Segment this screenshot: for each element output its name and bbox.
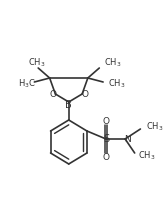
Text: CH$_3$: CH$_3$ xyxy=(28,57,45,69)
Text: N: N xyxy=(124,134,130,143)
Text: O: O xyxy=(49,89,56,98)
Text: O: O xyxy=(82,89,88,98)
Text: H$_3$C: H$_3$C xyxy=(18,78,36,90)
Text: CH$_3$: CH$_3$ xyxy=(104,57,122,69)
Text: O: O xyxy=(103,117,110,126)
Text: O: O xyxy=(103,152,110,161)
Text: CH$_3$: CH$_3$ xyxy=(108,78,125,90)
Text: S: S xyxy=(103,134,109,144)
Text: B: B xyxy=(65,100,72,110)
Text: CH$_3$: CH$_3$ xyxy=(138,150,156,162)
Text: CH$_3$: CH$_3$ xyxy=(146,121,164,133)
